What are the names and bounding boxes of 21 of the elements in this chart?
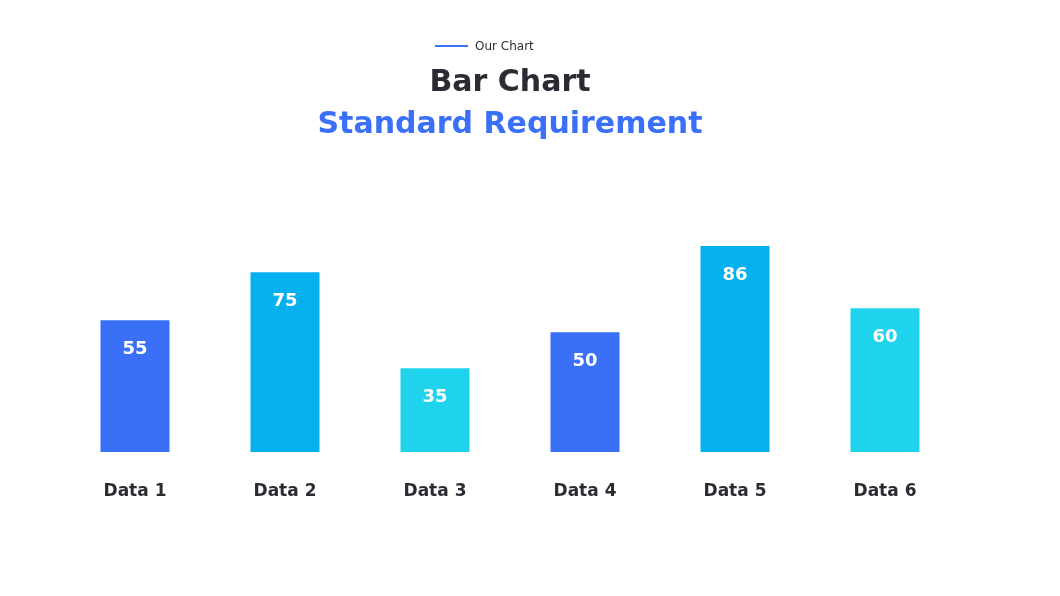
text: Our Chart [475,39,535,53]
bar [850,308,920,452]
x-tick-label: Data 1 [103,479,167,500]
x-tick-label: Data 6 [853,479,917,500]
data-label: 50 [572,349,598,371]
bar [400,368,470,452]
x-tick-label: Data 3 [403,479,467,500]
x-tick-label: Data 5 [703,479,767,500]
data-label: 86 [722,263,748,284]
bar [100,320,170,452]
data-label: 55 [122,337,148,359]
bar [250,272,320,452]
chart-subtitle: Standard Requirement [317,105,703,140]
data-label: 75 [272,289,298,311]
chart-title: Bar Chart [429,63,591,98]
bar [550,332,620,452]
x-tick-label: Data 4 [553,479,617,500]
data-label: 60 [872,325,898,347]
data-label: 35 [422,385,448,407]
bar [700,246,770,452]
x-tick-label: Data 2 [253,479,317,500]
